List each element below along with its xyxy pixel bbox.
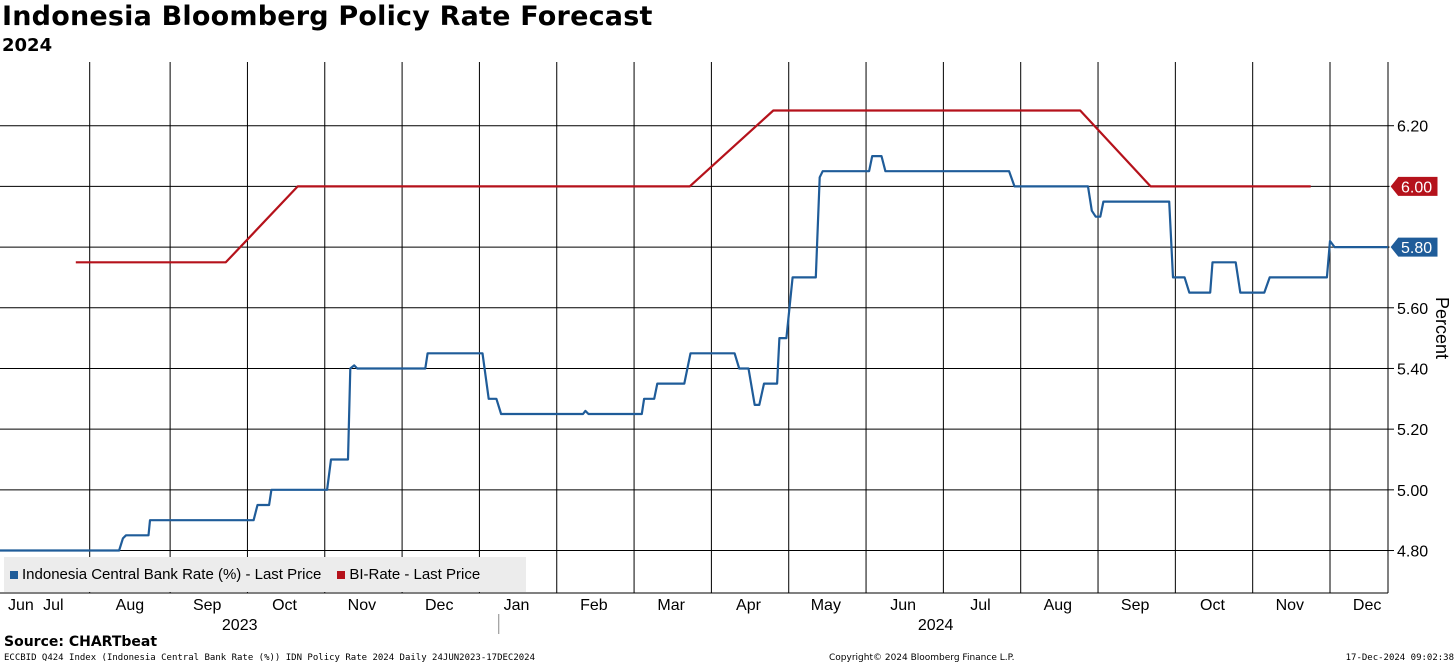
x-tick-label: Oct <box>272 597 297 614</box>
x-tick-label: Apr <box>736 597 762 614</box>
x-tick-label: Aug <box>1044 597 1072 614</box>
legend-item-bi-rate: BI-Rate - Last Price <box>337 566 480 583</box>
x-year-label: 2023 <box>222 617 258 634</box>
x-tick-label: Mar <box>657 597 685 614</box>
y-axis-title: Percent <box>1432 297 1452 359</box>
source-note: Source: CHARTbeat <box>4 634 158 650</box>
x-tick-label: Jul <box>970 597 990 614</box>
x-tick-label: Nov <box>348 597 376 614</box>
end-value-tag-bi-rate <box>1389 175 1439 197</box>
legend: Indonesia Central Bank Rate (%) - Last P… <box>4 557 526 592</box>
chart-subtitle: 2024 <box>2 35 53 56</box>
chart-plot: 4.80 5.00 5.20 5.40 5.60 5.80 6.00 6.20 Jun Jul Au… <box>0 62 1452 634</box>
end-value-label-central-bank-rate: 5.80 <box>1401 240 1432 257</box>
footer-timestamp: 17-Dec-2024 09:02:38 <box>1345 653 1454 663</box>
legend-swatch-bi-rate <box>337 570 346 579</box>
y-tick-label: 5.20 <box>1397 422 1428 439</box>
y-tick-label: 5.60 <box>1397 301 1428 318</box>
x-tick-label: Sep <box>1121 597 1150 614</box>
x-tick-label: Jun <box>8 597 34 614</box>
x-tick-label: Jul <box>43 597 63 614</box>
x-tick-label: Sep <box>193 597 222 614</box>
x-tick-label: Oct <box>1200 597 1225 614</box>
x-tick-label: Jan <box>504 597 530 614</box>
legend-label-central-bank-rate: Indonesia Central Bank Rate (%) - Last P… <box>22 566 322 583</box>
y-tick-label: 6.20 <box>1397 119 1428 136</box>
x-tick-label: Nov <box>1276 597 1304 614</box>
series-line-central-bank-rate <box>0 155 1388 552</box>
footer-ticker-info: ECCBID Q424 Index (Indonesia Central Ban… <box>4 653 536 663</box>
end-value-tag-central-bank-rate <box>1389 236 1439 258</box>
y-tick-label: 5.00 <box>1397 483 1428 500</box>
x-tick-label: May <box>811 597 841 614</box>
x-year-label: 2024 <box>918 617 954 634</box>
chart-title: Indonesia Bloomberg Policy Rate Forecast <box>2 1 653 32</box>
footer-copyright: Copyright© 2024 Bloomberg Finance L.P. <box>829 653 1015 663</box>
legend-label-bi-rate: BI-Rate - Last Price <box>349 566 481 583</box>
legend-item-central-bank-rate: Indonesia Central Bank Rate (%) - Last P… <box>10 566 321 583</box>
legend-swatch-central-bank-rate <box>10 570 18 579</box>
y-tick-label: 4.80 <box>1397 544 1428 561</box>
x-tick-label: Dec <box>425 597 453 614</box>
end-value-label-bi-rate: 6.00 <box>1401 179 1432 196</box>
series-line-bi-rate <box>75 109 1311 264</box>
x-tick-label: Feb <box>580 597 608 614</box>
x-tick-label: Dec <box>1353 597 1381 614</box>
x-tick-label: Aug <box>116 597 144 614</box>
x-tick-label: Jun <box>890 597 916 614</box>
y-tick-label: 5.40 <box>1397 361 1428 378</box>
